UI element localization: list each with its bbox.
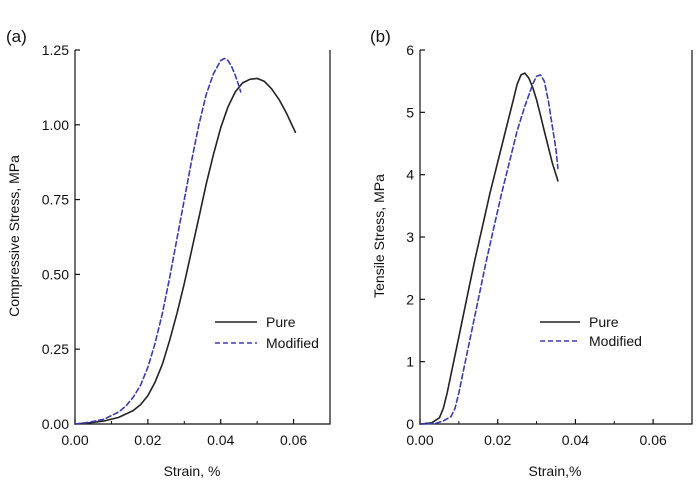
panel-b-axes-frame — [419, 50, 693, 425]
panel-b-xtick-label: 0.02 — [484, 432, 511, 448]
panel-a-xtick-label: 0.06 — [280, 432, 307, 448]
panel-a-ytick-label: 0.00 — [42, 416, 69, 432]
panel-b-legend-modified-label: Modified — [589, 333, 642, 349]
panel-a-ytick-label: 0.50 — [42, 266, 69, 282]
panel-b-xlabel: Strain,% — [529, 463, 582, 479]
panel-b-series-pure-line — [419, 72, 559, 425]
panel-a-ytick-label: 0.25 — [42, 341, 69, 357]
panel-b-ytick-label: 6 — [406, 42, 414, 58]
panel-b-xtick-label: 0.06 — [640, 432, 667, 448]
panel-b-ylabel: Tensile Stress, MPa — [371, 174, 387, 298]
panel-b-ytick-label: 1 — [406, 354, 414, 370]
panel-a-series-pure-line — [74, 77, 297, 425]
panel-b-ytick-label: 2 — [406, 291, 414, 307]
panel-a-ytick-label: 0.75 — [42, 192, 69, 208]
panel-a-ytick-label: 1.25 — [42, 42, 69, 58]
panel-b-legend-pure-label: Pure — [589, 314, 619, 330]
panel-a-legend: Pure Modified — [215, 314, 319, 351]
panel-b: (b) 0.00 0.02 0.04 0.06 0 1 2 3 4 5 6 Strain,% Ten… — [370, 27, 693, 479]
panel-a-ylabel: Compressive Stress, MPa — [6, 155, 22, 317]
panel-b-series-modified-line — [419, 74, 559, 425]
panel-a-legend-pure-label: Pure — [266, 314, 296, 330]
panel-a-plot: 0.00 0.02 0.04 0.06 0.00 0.25 0.50 0.75 1.00 1.25 — [42, 42, 331, 448]
panel-b-ytick-label: 3 — [406, 229, 414, 245]
panel-a: (a) 0.00 0.02 0.04 0.06 0.00 0.25 0.50 0.75 1.00… — [6, 27, 331, 479]
panel-a-ytick-label: 1.00 — [42, 117, 69, 133]
panel-b-plot: 0.00 0.02 0.04 0.06 0 1 2 3 4 5 6 — [406, 42, 693, 448]
panel-b-ytick-label: 5 — [406, 104, 414, 120]
panel-b-legend: Pure Modified — [540, 314, 642, 349]
panel-b-label: (b) — [370, 27, 391, 46]
panel-a-label: (a) — [6, 27, 27, 46]
panel-a-xtick-label: 0.02 — [134, 432, 161, 448]
panel-a-xtick-label: 0.00 — [61, 432, 88, 448]
panel-b-xtick-label: 0.04 — [562, 432, 589, 448]
panel-a-axes-frame — [74, 50, 331, 425]
panel-b-xtick-label: 0.00 — [406, 432, 433, 448]
panel-b-ytick-label: 0 — [406, 416, 414, 432]
panel-a-xtick-label: 0.04 — [207, 432, 234, 448]
panel-a-series-modified-line — [74, 57, 242, 425]
panel-a-xlabel: Strain, % — [164, 463, 221, 479]
panel-a-legend-modified-label: Modified — [266, 335, 319, 351]
panel-b-ytick-label: 4 — [406, 167, 414, 183]
